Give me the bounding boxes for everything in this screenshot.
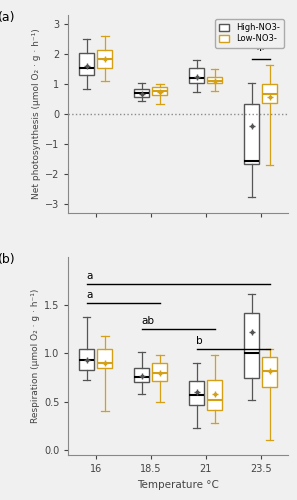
X-axis label: Temperature °C: Temperature °C xyxy=(137,480,219,490)
PathPatch shape xyxy=(244,313,259,378)
Legend: High-NO3-, Low-NO3-: High-NO3-, Low-NO3- xyxy=(215,19,284,48)
PathPatch shape xyxy=(207,380,222,410)
PathPatch shape xyxy=(262,84,277,102)
Text: b: b xyxy=(196,336,203,345)
PathPatch shape xyxy=(189,380,204,404)
PathPatch shape xyxy=(97,50,112,68)
Text: ab: ab xyxy=(141,316,154,326)
Text: *: * xyxy=(257,43,264,57)
Text: a: a xyxy=(86,271,93,281)
Text: (a): (a) xyxy=(0,11,15,24)
PathPatch shape xyxy=(97,348,112,368)
Text: (b): (b) xyxy=(0,253,16,266)
PathPatch shape xyxy=(152,363,167,380)
Text: a: a xyxy=(86,290,93,300)
PathPatch shape xyxy=(134,90,149,96)
PathPatch shape xyxy=(152,87,167,94)
PathPatch shape xyxy=(189,68,204,82)
PathPatch shape xyxy=(207,76,222,82)
Y-axis label: Respiration (μmol O₂ · g · h⁻¹): Respiration (μmol O₂ · g · h⁻¹) xyxy=(31,288,40,423)
PathPatch shape xyxy=(244,104,259,164)
PathPatch shape xyxy=(79,348,94,370)
PathPatch shape xyxy=(262,358,277,388)
PathPatch shape xyxy=(134,368,149,382)
PathPatch shape xyxy=(79,52,94,75)
Y-axis label: Net photosynthesis (μmol O₂ · g · h⁻¹): Net photosynthesis (μmol O₂ · g · h⁻¹) xyxy=(32,28,41,200)
